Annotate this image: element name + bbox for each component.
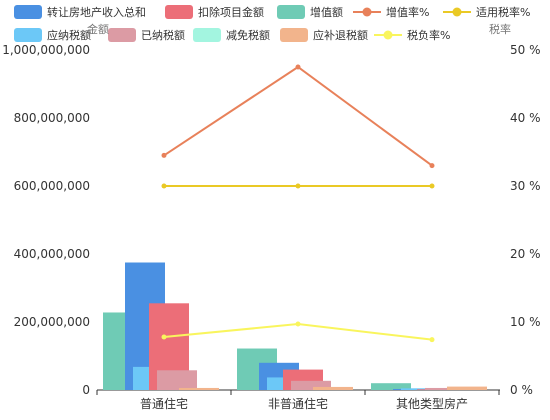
legend-label: 税负率% (407, 28, 450, 42)
legend-item-7[interactable]: 减免税额 (193, 28, 270, 42)
legend-label: 已纳税额 (141, 28, 185, 42)
legend-item-5[interactable]: 应纳税额 (14, 28, 91, 42)
legend-label: 转让房地产收入总和 (47, 5, 146, 19)
y-right-tick-label: 30 % (510, 179, 541, 193)
legend-label: 减免税额 (226, 28, 270, 42)
legend-item-2[interactable]: 增值额 (277, 5, 343, 19)
line-point-series9-cat0 (161, 334, 167, 340)
legend-item-1[interactable]: 扣除项目金额 (165, 5, 264, 19)
legend-label: 应纳税额 (47, 28, 91, 42)
x-tick-label: 其他类型房产 (396, 396, 468, 411)
x-tick-label: 普通住宅 (140, 396, 188, 411)
y-left-tick-label: 800,000,000 (14, 111, 90, 125)
y-right-tick-label: 50 % (510, 43, 541, 57)
legend-swatch-bar (14, 28, 42, 42)
legend-swatch-bar (280, 28, 308, 42)
line-point-series3-cat1 (295, 64, 301, 70)
y-left-tick-label: 0 (82, 383, 90, 397)
legend-swatch-bar (14, 5, 42, 19)
bar-series8-cat0 (179, 387, 219, 390)
line-point-series9-cat2 (429, 337, 435, 343)
legend-label: 增值率% (386, 5, 429, 19)
y-right-tick-label: 0 % (510, 383, 533, 397)
line-point-series3-cat2 (429, 163, 435, 169)
legend-item-3[interactable]: 增值率% (353, 5, 429, 19)
line-point-series4-cat2 (429, 183, 435, 189)
right-axis-title: 税率 (489, 22, 511, 36)
legend-item-0[interactable]: 转让房地产收入总和 (14, 5, 146, 19)
legend-label: 扣除项目金额 (198, 5, 264, 19)
x-tick-label: 非普通住宅 (268, 396, 328, 411)
legend-label: 适用税率% (476, 5, 530, 19)
y-left-tick-label: 600,000,000 (14, 179, 90, 193)
legend-item-8[interactable]: 应补退税额 (280, 28, 368, 42)
line-series-3 (163, 65, 433, 167)
y-right-tick-label: 10 % (510, 315, 541, 329)
legend-item-6[interactable]: 已纳税额 (108, 28, 185, 42)
bar-series8-cat1 (313, 386, 353, 390)
bar-series6-cat0 (157, 370, 197, 390)
y-right-tick-label: 40 % (510, 111, 541, 125)
legend-swatch-marker (362, 7, 372, 17)
bar-series5-cat2 (401, 388, 441, 390)
legend-swatch-bar (277, 5, 305, 19)
legend-item-4[interactable]: 适用税率% (443, 5, 530, 19)
y-left-tick-label: 1,000,000,000 (2, 43, 90, 57)
legend-swatch-bar (165, 5, 193, 19)
bar-series6-cat1 (291, 380, 331, 390)
line-point-series3-cat0 (161, 152, 167, 158)
legend-swatch-bar (108, 28, 136, 42)
left-axis-title: 金额 (87, 22, 109, 36)
bar-series8-cat2 (447, 386, 487, 390)
legend-label: 应补退税额 (313, 28, 368, 42)
legend-swatch-marker (383, 30, 393, 40)
legend-item-9[interactable]: 税负率% (374, 28, 450, 42)
legend-label: 增值额 (310, 5, 343, 19)
legend-swatch-marker (452, 7, 462, 17)
y-left-tick-label: 400,000,000 (14, 247, 90, 261)
bar-series2-cat2 (371, 383, 411, 390)
bar-series6-cat2 (425, 387, 465, 390)
y-right-tick-label: 20 % (510, 247, 541, 261)
line-point-series4-cat0 (161, 183, 167, 189)
line-point-series4-cat1 (295, 183, 301, 189)
line-point-series9-cat1 (295, 321, 301, 327)
legend-swatch-bar (193, 28, 221, 42)
y-left-tick-label: 200,000,000 (14, 315, 90, 329)
